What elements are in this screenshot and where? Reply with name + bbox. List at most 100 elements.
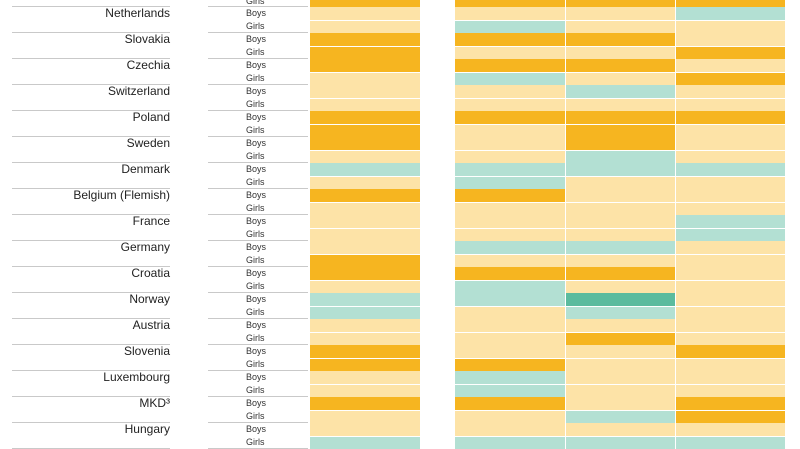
cell-girls-col4 [675,410,785,423]
cell-boys-col3 [565,7,675,20]
gender-label: Boys [246,60,267,70]
gender-label: Girls [246,99,265,109]
cell-boys-col1 [310,293,420,306]
row-divider [12,370,170,371]
cell-girls-col4 [675,332,785,345]
cell-girls-col1 [310,46,420,59]
cell-boys-col2 [455,241,565,254]
cell-boys-col1 [310,215,420,228]
row-divider [208,110,308,111]
cell-boys-col4 [675,137,785,150]
cell-girls-col4 [675,176,785,189]
row-divider [208,422,308,423]
country-label: Belgium (Flemish) [73,188,170,202]
cell-boys-col4 [675,163,785,176]
cell-boys-col3 [565,345,675,358]
row-divider [12,58,170,59]
pair-divider [310,45,785,47]
row-divider [12,32,170,33]
cell-boys-col2 [455,423,565,436]
cell-girls-col2 [455,202,565,215]
cell-partial-col1 [310,0,420,7]
cell-boys-col1 [310,397,420,410]
gender-label: Boys [246,294,267,304]
row-divider [208,370,308,371]
pair-divider [310,201,785,203]
cell-girls-col4 [675,280,785,293]
row-divider [12,396,170,397]
cell-girls-col3 [565,20,675,33]
gender-label: Girls [246,21,265,31]
cell-boys-col2 [455,319,565,332]
cell-boys-col1 [310,189,420,202]
cell-girls-col3 [565,228,675,241]
pair-divider [310,253,785,255]
cell-girls-col3 [565,254,675,267]
gender-label: Girls [246,411,265,421]
country-label: Netherlands [105,6,170,20]
cell-boys-col2 [455,33,565,46]
row-divider [208,188,308,189]
cell-boys-col4 [675,85,785,98]
cell-girls-col1 [310,228,420,241]
cell-boys-col1 [310,85,420,98]
row-divider [12,110,170,111]
cell-boys-col1 [310,371,420,384]
cell-boys-col2 [455,111,565,124]
country-label: Slovakia [124,32,170,46]
row-divider [208,344,308,345]
gender-label: Girls [246,47,265,57]
pair-divider [310,149,785,151]
gender-label: Girls [246,359,265,369]
row-divider [208,84,308,85]
cell-boys-col4 [675,189,785,202]
cell-partial-col3 [565,0,675,7]
cell-girls-col4 [675,436,785,449]
country-label: Switzerland [107,84,170,98]
country-label: MKD³ [139,396,170,410]
cell-girls-col2 [455,20,565,33]
cell-boys-col2 [455,137,565,150]
pair-divider [310,357,785,359]
gender-label: Girls [246,229,265,239]
gender-label: Boys [246,424,267,434]
pair-divider [310,435,785,437]
row-divider [12,266,170,267]
row-divider [208,32,308,33]
cell-girls-col1 [310,410,420,423]
cell-girls-col3 [565,306,675,319]
cell-girls-col1 [310,306,420,319]
cell-girls-col3 [565,202,675,215]
cell-girls-col4 [675,202,785,215]
cell-boys-col3 [565,189,675,202]
cell-boys-col2 [455,215,565,228]
row-divider [12,188,170,189]
cell-girls-col4 [675,72,785,85]
row-divider [12,162,170,163]
cell-boys-col1 [310,319,420,332]
cell-boys-col3 [565,163,675,176]
cell-boys-col3 [565,293,675,306]
gender-label: Girls [246,307,265,317]
column-divider [564,0,566,449]
cell-boys-col3 [565,267,675,280]
cell-girls-col3 [565,124,675,137]
cell-girls-col3 [565,410,675,423]
cell-girls-col1 [310,280,420,293]
cell-boys-col4 [675,33,785,46]
cell-boys-col2 [455,163,565,176]
cell-girls-col1 [310,202,420,215]
pair-divider [310,409,785,411]
gender-label: Boys [246,8,267,18]
cell-girls-col3 [565,98,675,111]
cell-girls-col2 [455,72,565,85]
row-divider [12,136,170,137]
pair-divider [310,227,785,229]
cell-boys-col2 [455,293,565,306]
cell-girls-col4 [675,254,785,267]
cell-boys-col4 [675,371,785,384]
cell-girls-col2 [455,228,565,241]
country-label: Poland [132,110,170,124]
cell-boys-col1 [310,423,420,436]
row-divider [12,84,170,85]
